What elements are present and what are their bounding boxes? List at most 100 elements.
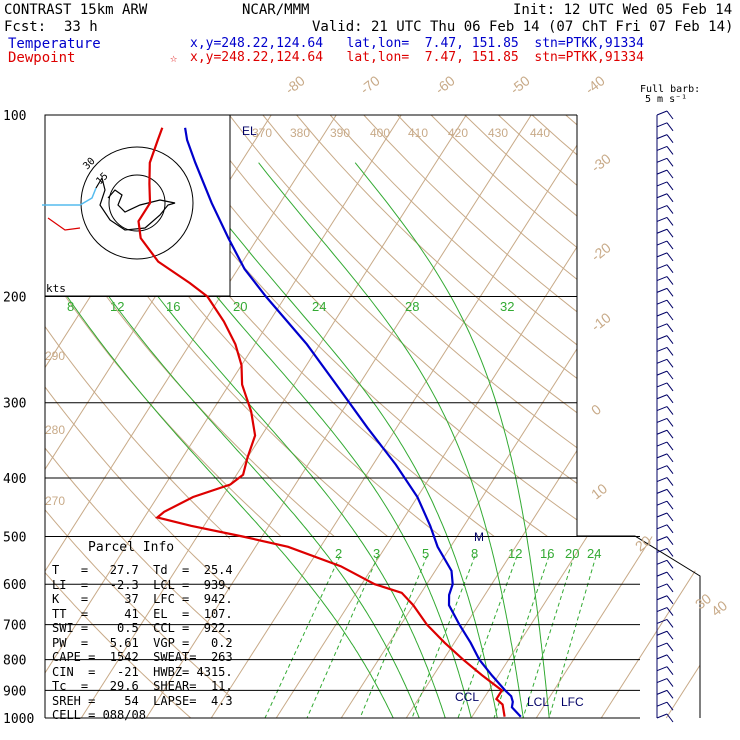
theta-label: 270 [45, 494, 65, 508]
wind-barb-staff [656, 618, 668, 624]
temperature-legend-label: Temperature [8, 36, 101, 52]
wind-barb-staff [656, 630, 668, 636]
parcel-info-row: K = 37 LFC = 942. [52, 592, 233, 606]
pressure-tick-label: 400 [3, 472, 26, 487]
wind-barb-staff [656, 642, 668, 648]
isotherm-label: -80 [282, 72, 308, 97]
wind-barb-staff [656, 678, 668, 683]
wind-barb-staff [656, 181, 668, 187]
theta-label: 380 [290, 126, 310, 140]
mixing-ratio-label: 5 [422, 546, 429, 561]
wind-barb [656, 678, 674, 687]
wind-barb-staff [656, 417, 668, 423]
dry-adiabat-line [45, 571, 192, 718]
wind-barb-staff [656, 323, 668, 329]
mixing-ratio-line [548, 555, 597, 719]
wind-barb-staff [656, 228, 668, 234]
mixing-ratio-line [359, 555, 428, 719]
hodograph-trace-upper [42, 187, 97, 206]
wind-barb-staff [656, 382, 668, 388]
wind-barb-staff [656, 488, 668, 494]
wind-barb [656, 642, 674, 652]
wind-barb-flag [666, 559, 674, 569]
wind-barb-staff [656, 252, 668, 258]
wind-barb [656, 311, 674, 321]
theta-label: 390 [330, 126, 350, 140]
hodograph-ring [80, 146, 194, 260]
wind-barb-staff [656, 713, 668, 719]
isotherm-line [405, 536, 523, 719]
mixing-ratio-line [306, 555, 379, 719]
wind-barb-flag [666, 288, 674, 297]
parcel-info-row: LI = -2.3 LCL = 939. [52, 577, 233, 592]
mixing-ratio-label: 16 [540, 546, 554, 561]
moist-adiabat-line [526, 536, 550, 719]
wind-barb [656, 666, 674, 676]
wind-barb [656, 122, 674, 132]
wind-barb-staff [656, 607, 668, 613]
wind-barb-staff [656, 500, 668, 506]
wind-barb [656, 299, 674, 309]
mixing-ratio-line [264, 555, 341, 719]
temperature-location: x,y=248.22,124.64 lat,lon= 7.47, 151.85 … [190, 36, 644, 51]
dry-adiabat-line [161, 115, 577, 521]
wind-barb [656, 276, 674, 285]
wind-barb [656, 382, 674, 392]
pressure-tick-label: 300 [3, 397, 26, 412]
dewpoint-location: x,y=248.22,124.64 lat,lon= 7.47, 151.85 … [190, 50, 644, 65]
wind-barb [656, 347, 674, 356]
moist-adiabat-line [487, 536, 524, 719]
pressure-tick-label: 800 [3, 654, 26, 669]
wind-barb-flag [666, 205, 674, 214]
wind-barb-flag [666, 619, 674, 628]
wind-barb-staff [656, 110, 668, 116]
wind-barb-staff [656, 122, 668, 128]
isotherm-line [535, 536, 653, 719]
wind-barb-flag [666, 500, 674, 510]
wind-barb-staff [656, 299, 668, 305]
isotherm-label: -40 [582, 72, 608, 97]
wind-barb-flag [666, 512, 674, 522]
wind-barb-staff [656, 654, 668, 660]
parcel-info-row: Tc = 29.6 SHEAR= 11. [52, 679, 233, 693]
isotherm-label: -20 [588, 239, 614, 264]
wind-barb [656, 417, 674, 427]
lower-panel-background [230, 536, 700, 732]
wind-barb-flag [666, 370, 674, 380]
moist-adiabat-line [268, 536, 394, 719]
wind-barb-staff [656, 264, 668, 270]
wind-barb [656, 134, 674, 143]
wind-barb [656, 654, 674, 664]
dry-adiabat-line [127, 115, 577, 558]
mixing-ratio-line [411, 555, 476, 719]
wind-barb-flag [666, 169, 674, 179]
init-time: Init: 12 UTC Wed 05 Feb 14 [513, 2, 733, 18]
wind-barb-flag [666, 453, 674, 463]
pressure-tick-label: 200 [3, 291, 26, 306]
wind-barb-flag [666, 465, 674, 475]
wind-barb-staff [656, 689, 668, 695]
wind-barb-staff [656, 216, 668, 222]
wind-barb-staff [656, 583, 668, 589]
lower-panel-border [577, 535, 701, 718]
parcel-info-row: SREH = 54 LAPSE= 4.3 [52, 693, 233, 708]
level-annotation-lfc: LFC [561, 695, 584, 709]
wind-barb-staff [656, 146, 668, 151]
isotherm-line [340, 536, 458, 719]
wind-barb [656, 228, 674, 238]
moist-adiabat-line [402, 536, 472, 719]
wind-barb [656, 571, 674, 581]
hodograph-units-label: kts [46, 282, 66, 295]
wind-barb [656, 689, 674, 699]
wind-barb-flag [666, 654, 674, 664]
dewpoint-legend-label: Dewpoint [8, 50, 76, 66]
dry-adiabat-line [262, 115, 577, 414]
wind-barb-staff [656, 347, 668, 352]
wind-barb-staff [656, 666, 668, 672]
mixing-ratio-line [493, 555, 550, 719]
wind-barb [656, 607, 674, 616]
wind-barb-flag [666, 429, 674, 439]
wind-barb [656, 287, 674, 297]
wind-barb-staff [656, 536, 668, 542]
wind-barb-staff [656, 453, 668, 459]
